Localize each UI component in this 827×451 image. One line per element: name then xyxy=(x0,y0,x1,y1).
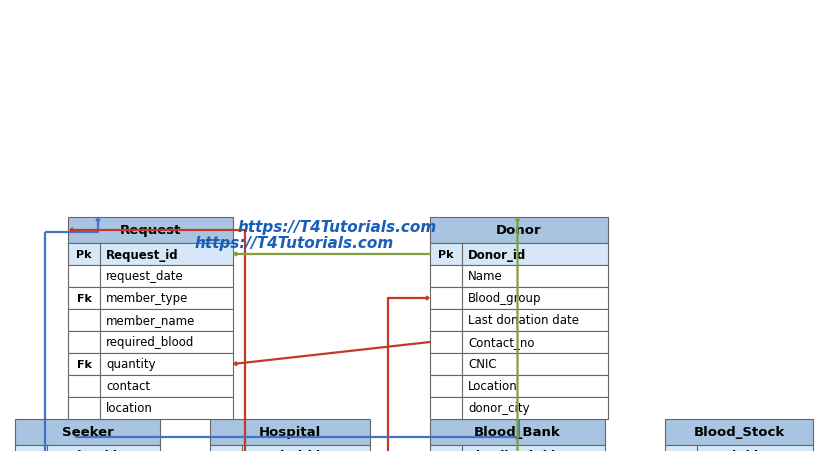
Text: contact: contact xyxy=(106,380,150,393)
Bar xyxy=(210,445,370,451)
Text: Hospital: Hospital xyxy=(259,426,321,438)
Bar xyxy=(429,217,607,244)
Text: Donor: Donor xyxy=(495,224,541,237)
Text: https://T4Tutorials.com: https://T4Tutorials.com xyxy=(195,235,394,250)
Bar xyxy=(210,419,370,445)
Text: Contact_no: Contact_no xyxy=(467,336,534,349)
Text: Bloodbank_id: Bloodbank_id xyxy=(467,450,556,451)
Text: Seeker_id: Seeker_id xyxy=(53,450,117,451)
Text: donor_city: donor_city xyxy=(467,401,529,414)
Bar xyxy=(68,265,232,287)
Bar xyxy=(68,287,232,309)
Text: Pk: Pk xyxy=(76,249,92,259)
Text: Request_id: Request_id xyxy=(106,248,179,261)
Bar xyxy=(664,445,812,451)
Text: Location: Location xyxy=(467,380,517,393)
Bar xyxy=(429,445,605,451)
Bar xyxy=(429,419,605,445)
Text: member_name: member_name xyxy=(106,314,195,327)
Bar xyxy=(429,331,607,353)
Text: required_blood: required_blood xyxy=(106,336,194,349)
Text: CNIC: CNIC xyxy=(467,358,496,371)
Text: Blood_group: Blood_group xyxy=(467,292,541,305)
Text: Blood_Bank: Blood_Bank xyxy=(474,426,560,438)
Text: Request: Request xyxy=(120,224,181,237)
Text: Last donation date: Last donation date xyxy=(467,314,578,327)
Text: Name: Name xyxy=(467,270,502,283)
Text: Seeker: Seeker xyxy=(61,426,113,438)
Bar xyxy=(68,309,232,331)
Bar xyxy=(15,445,160,451)
Text: quantity: quantity xyxy=(106,358,155,371)
Text: Stock_id: Stock_id xyxy=(702,450,758,451)
Text: https://T4Tutorials.com: https://T4Tutorials.com xyxy=(237,220,437,235)
Bar xyxy=(429,353,607,375)
Bar xyxy=(68,397,232,419)
Bar xyxy=(429,309,607,331)
Text: location: location xyxy=(106,401,153,414)
Text: Hospital_id: Hospital_id xyxy=(248,450,321,451)
Bar xyxy=(15,419,160,445)
Bar xyxy=(68,217,232,244)
Bar xyxy=(429,244,607,265)
Bar xyxy=(68,244,232,265)
Text: Fk: Fk xyxy=(76,293,91,304)
Text: member_type: member_type xyxy=(106,292,189,305)
Text: Blood_Stock: Blood_Stock xyxy=(692,426,784,438)
Text: request_date: request_date xyxy=(106,270,184,283)
Bar xyxy=(429,375,607,397)
Bar xyxy=(429,265,607,287)
Bar xyxy=(429,287,607,309)
Bar xyxy=(664,419,812,445)
Text: Fk: Fk xyxy=(76,359,91,369)
Text: Donor_id: Donor_id xyxy=(467,248,526,261)
Bar xyxy=(68,375,232,397)
Bar xyxy=(429,397,607,419)
Bar xyxy=(68,331,232,353)
Bar xyxy=(68,353,232,375)
Text: Pk: Pk xyxy=(437,249,453,259)
